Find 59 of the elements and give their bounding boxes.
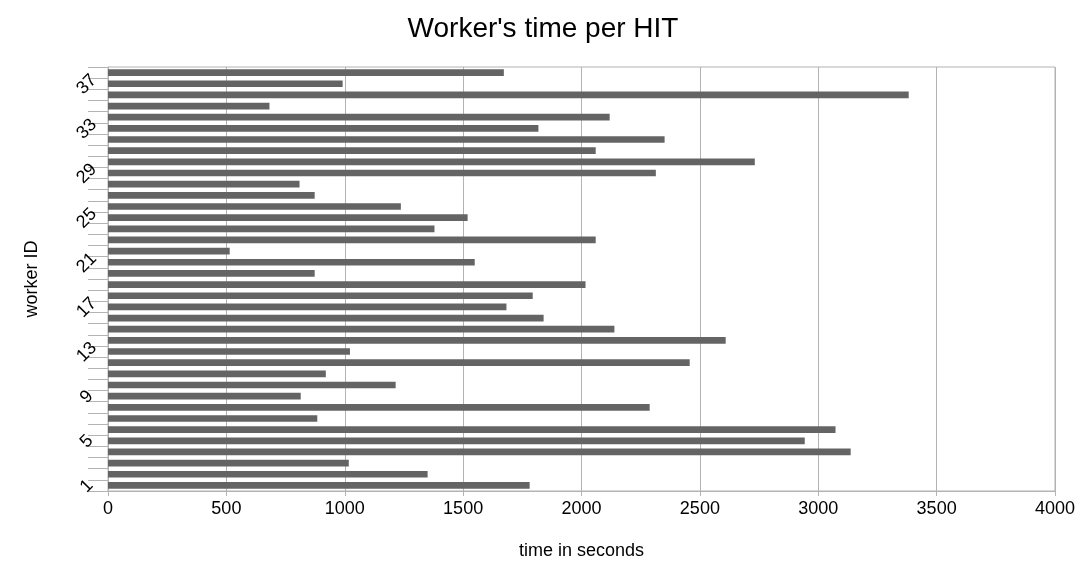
bar [108,459,349,467]
bar [108,426,836,433]
bar [108,437,805,445]
bar [108,236,596,244]
bar [108,337,726,344]
bar [108,258,475,266]
x-tick-label: 3000 [798,498,839,518]
bar [108,482,530,489]
bar [108,359,690,367]
bar [108,91,909,99]
bar [108,214,468,221]
x-tick-label: 0 [102,498,114,518]
y-tick-label: 13 [71,337,101,366]
bar [108,381,396,389]
bar [108,69,504,76]
bar [108,203,401,210]
bar [108,225,435,233]
y-tick-label: 1 [75,474,97,497]
bar [108,180,300,188]
bar [108,281,586,288]
x-tick-label: 1500 [443,498,484,518]
bar [108,136,665,143]
y-tick-label: 29 [71,158,101,188]
y-tick-label: 17 [71,292,101,322]
x-tick-label: 2000 [561,498,602,518]
bar [108,125,539,132]
bar [108,392,301,400]
bar [108,292,533,300]
bar [108,147,596,155]
y-tick-label: 5 [75,430,97,452]
y-axis-title: worker ID [21,240,41,319]
chart-title: Worker's time per HIT [407,11,679,43]
bar [108,370,326,378]
bar [108,415,318,422]
bar [108,403,650,411]
bar [108,113,610,121]
bar [108,314,544,322]
bar [108,158,755,166]
bar [108,470,428,478]
y-tick-label: 33 [71,114,101,143]
bar [108,191,315,199]
y-tick-label: 37 [71,69,101,98]
x-axis-title: time in seconds [518,540,645,560]
bar [108,303,507,311]
y-tick-label: 21 [71,248,101,277]
bar [108,169,656,177]
bar [108,325,615,333]
x-tick-label: 500 [211,498,242,518]
x-tick-label: 1000 [324,498,365,518]
bar [108,80,343,88]
x-tick-label: 2500 [679,498,720,518]
bar [108,247,230,255]
bar [108,448,851,456]
x-tick-label: 4000 [1034,498,1076,518]
y-tick-label: 25 [71,203,101,232]
y-tick-label: 9 [75,385,97,407]
bar [108,348,350,355]
bar [108,270,315,277]
x-tick-label: 3500 [916,498,957,518]
